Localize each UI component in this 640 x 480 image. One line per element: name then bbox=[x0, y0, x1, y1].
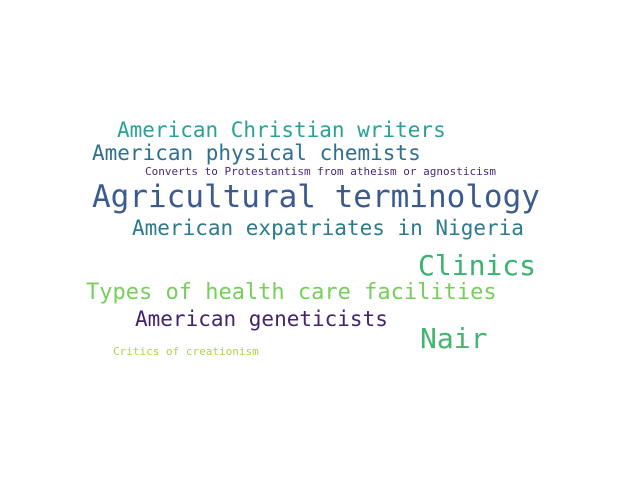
word-converts-to-protestantism: Converts to Protestantism from atheism o… bbox=[145, 165, 496, 178]
word-american-physical-chemists: American physical chemists bbox=[92, 141, 421, 165]
word-american-expatriates-in-nigeria: American expatriates in Nigeria bbox=[132, 216, 524, 240]
word-types-of-health-care-facilities: Types of health care facilities bbox=[86, 280, 497, 305]
word-critics-of-creationism: Critics of creationism bbox=[113, 345, 259, 358]
word-american-christian-writers: American Christian writers bbox=[117, 118, 446, 142]
word-american-geneticists: American geneticists bbox=[135, 307, 388, 331]
word-nair: Nair bbox=[420, 322, 488, 355]
word-agricultural-terminology: Agricultural terminology bbox=[92, 179, 540, 215]
word-clinics: Clinics bbox=[418, 249, 537, 282]
